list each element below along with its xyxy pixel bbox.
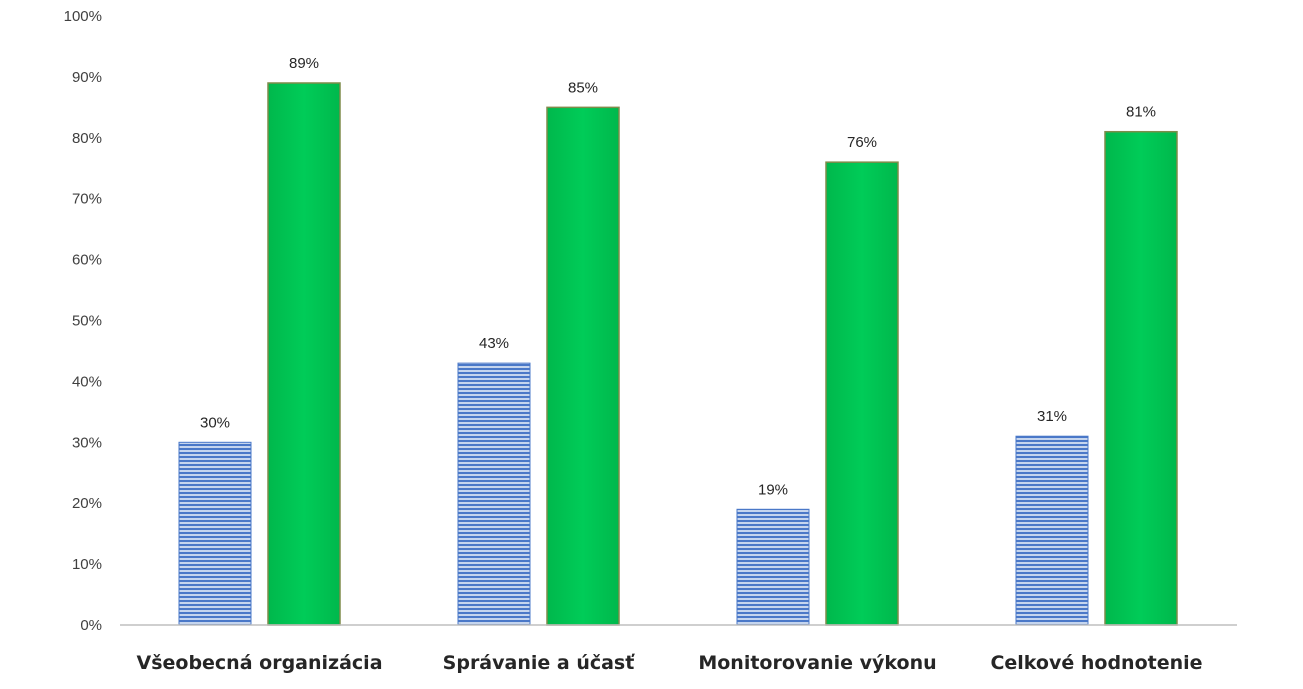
data-label: 19% — [758, 481, 788, 498]
data-labels: 30% 89% 43% 85% 19% 76% 31% 81% — [200, 55, 1156, 498]
data-label: 85% — [568, 79, 598, 96]
bar-series-2-0 — [267, 82, 341, 626]
y-tick-label: 50% — [72, 313, 102, 330]
bar-series-2-3 — [1104, 130, 1178, 626]
data-label: 81% — [1126, 104, 1156, 121]
y-tick-label: 100% — [64, 8, 102, 25]
x-tick-label: Správanie a účasť — [443, 652, 636, 674]
x-tick-label: Monitorovanie výkonu — [698, 652, 936, 674]
y-tick-label: 60% — [72, 252, 102, 269]
bar-series-1-1 — [457, 362, 531, 626]
data-label: 30% — [200, 414, 230, 431]
data-label: 76% — [847, 134, 877, 151]
y-tick-label: 70% — [72, 191, 102, 208]
y-tick-label: 80% — [72, 130, 102, 147]
x-tick-label: Všeobecná organizácia — [136, 652, 382, 674]
bar-series-2-2 — [825, 161, 899, 626]
y-tick-label: 90% — [72, 69, 102, 86]
data-label: 89% — [289, 55, 319, 72]
data-label: 43% — [479, 335, 509, 352]
bar-series-2-1 — [546, 106, 620, 626]
y-tick-label: 20% — [72, 495, 102, 512]
y-tick-label: 30% — [72, 434, 102, 451]
y-tick-label: 0% — [80, 617, 102, 634]
y-tick-label: 40% — [72, 373, 102, 390]
bar-series-1-0 — [178, 441, 252, 626]
x-axis: Všeobecná organizácia Správanie a účasť Mo… — [136, 652, 1202, 674]
x-tick-label: Celkové hodnotenie — [990, 652, 1202, 674]
y-tick-label: 10% — [72, 556, 102, 573]
y-axis: 0% 10% 20% 30% 40% 50% 60% 70% 80% 90% 100% — [64, 8, 102, 634]
bar-series-1-2 — [736, 508, 810, 626]
data-label: 31% — [1037, 408, 1067, 425]
bar-series-1-3 — [1015, 435, 1089, 626]
bars — [178, 82, 1178, 626]
